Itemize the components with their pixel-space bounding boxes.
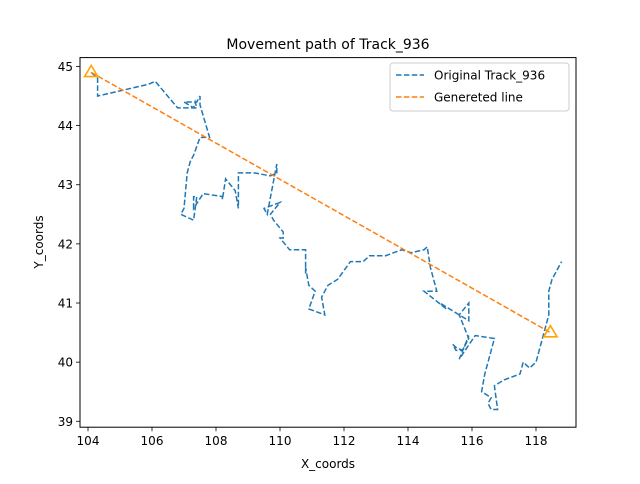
y-tick-label: 45 — [58, 60, 73, 74]
series-line-1 — [90, 71, 551, 334]
x-tick-label: 104 — [77, 434, 100, 448]
x-tick-label: 106 — [141, 434, 164, 448]
x-tick-label: 114 — [397, 434, 420, 448]
y-tick-label: 40 — [58, 356, 73, 370]
plot-frame — [79, 57, 577, 428]
chart-title: Movement path of Track_936 — [226, 37, 429, 53]
legend: Original Track_936 Genereted line — [389, 62, 570, 112]
x-tick-label: 112 — [333, 434, 356, 448]
y-axis-ticks: 39 40 41 42 43 44 45 — [58, 60, 80, 429]
y-tick-label: 39 — [58, 415, 73, 429]
legend-label-original-track: Original Track_936 — [434, 69, 545, 83]
y-tick-label: 42 — [58, 237, 73, 251]
plot-content — [83, 63, 563, 411]
x-tick-label: 118 — [525, 434, 548, 448]
y-axis-label: Y_coords — [32, 215, 46, 269]
legend-label-generated-line: Genereted line — [434, 91, 523, 105]
endpoint-marker-0 — [83, 63, 100, 78]
x-tick-label: 108 — [205, 434, 228, 448]
series-line-0 — [90, 71, 563, 411]
x-tick-label: 110 — [269, 434, 292, 448]
endpoint-marker-1 — [542, 324, 559, 338]
y-tick-label: 43 — [58, 178, 73, 192]
x-axis-ticks: 104 106 108 110 112 114 116 118 — [77, 427, 548, 448]
y-tick-label: 44 — [58, 119, 73, 133]
x-axis-label: X_coords — [301, 457, 355, 471]
x-tick-label: 116 — [461, 434, 484, 448]
legend-box — [389, 62, 570, 112]
y-tick-label: 41 — [58, 297, 73, 311]
